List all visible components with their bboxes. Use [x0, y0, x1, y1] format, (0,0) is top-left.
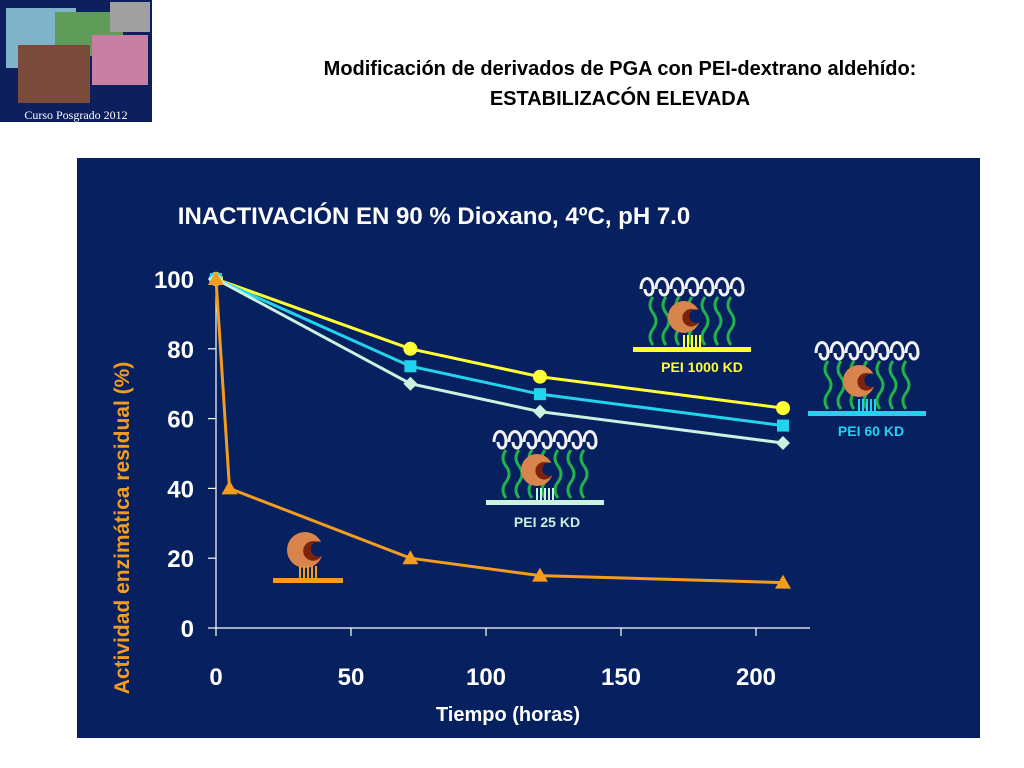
data-point	[777, 419, 789, 432]
pei-25-dextran-loop	[507, 430, 523, 450]
logo-caption: Curso Posgrado 2012	[24, 108, 128, 122]
series-layer	[208, 271, 791, 589]
data-point	[533, 369, 547, 384]
pei-60-dextran-loop	[889, 341, 905, 361]
pei-60-pei-coil	[901, 360, 911, 410]
pei-1000-dextran-loop	[714, 277, 730, 297]
series-pei-60-kd	[210, 273, 789, 432]
pei-60-dextran-loop	[829, 341, 845, 361]
pei-25-pei-coil	[501, 449, 511, 499]
pei-1000-dextran-loop	[699, 277, 715, 297]
pei-1000-pei-illustration	[633, 277, 751, 352]
x-tick-label: 50	[338, 664, 365, 691]
annotation-pei-60: PEI 60 KD	[838, 423, 904, 439]
pei-1000-dextran-loop	[669, 277, 685, 297]
pei-60-cleft	[864, 373, 878, 387]
y-tick-label: 100	[154, 267, 194, 294]
data-point	[532, 567, 548, 582]
pei-1000-dextran-loop	[684, 277, 700, 297]
x-axis-label: Tiempo (horas)	[436, 704, 580, 726]
y-tick-label: 80	[167, 337, 194, 364]
pei-25-pei-coil	[553, 449, 563, 499]
pei-25-cleft	[542, 462, 556, 476]
y-tick-label: 60	[167, 407, 194, 434]
data-point	[208, 271, 224, 285]
data-point	[403, 341, 418, 356]
pei-1000-dextran-loop	[639, 277, 655, 297]
pei-60-dextran-loop	[904, 341, 920, 361]
pei-25-dextran-loop	[522, 430, 538, 450]
pei-25-dextran-loop	[537, 430, 553, 450]
pei-60-dextran-loop	[874, 341, 890, 361]
x-tick-label: 100	[466, 664, 506, 691]
x-tick-label: 0	[209, 664, 222, 691]
pei-25-dextran-loop	[582, 430, 598, 450]
pei-25-dextran-loop	[567, 430, 583, 450]
pei-25-pei-illustration	[486, 430, 604, 505]
pei-60-pei-coil	[836, 360, 846, 410]
data-point	[533, 404, 547, 419]
pei-25-dextran-loop	[552, 430, 568, 450]
pei-60-pei-coil	[888, 360, 898, 410]
pei-1000-pei-coil	[661, 296, 671, 346]
pei-60-dextran-loop	[814, 341, 830, 361]
series-line	[215, 277, 784, 428]
slide-title-line1: Modificación de derivados de PGA con PEI…	[323, 58, 917, 80]
pei-60-pei-coil	[875, 360, 885, 410]
pei-1000-pei-coil	[700, 296, 710, 346]
native-enzyme-illustration	[273, 532, 343, 583]
pei-25-pei-coil	[579, 449, 589, 499]
data-point	[776, 436, 790, 451]
native-cleft	[310, 541, 327, 557]
pei-1000-support-bar	[633, 347, 751, 352]
pei-60-support-bar	[808, 411, 926, 416]
pei-60-pei-illustration	[808, 341, 926, 416]
pei-25-pei-coil	[514, 449, 524, 499]
pei-25-dextran-loop	[492, 430, 508, 450]
y-tick-label: 0	[181, 616, 194, 643]
data-point	[403, 376, 418, 391]
pei-60-dextran-loop	[859, 341, 875, 361]
pei-25-pei-coil	[566, 449, 576, 499]
series-native	[208, 271, 791, 589]
pei-1000-dextran-loop	[654, 277, 670, 297]
pei-1000-pei-coil	[648, 296, 658, 346]
x-tick-label: 150	[601, 664, 641, 691]
x-tick-label: 200	[736, 664, 776, 691]
data-point	[402, 550, 419, 565]
data-point	[404, 360, 417, 373]
annotation-pei-1000: PEI 1000 KD	[661, 359, 743, 375]
pei-60-dextran-loop	[844, 341, 860, 361]
slide-title: Modificación de derivados de PGA con PEI…	[240, 54, 1000, 114]
slide-title-line2: ESTABILIZACÓN ELEVADA	[489, 88, 751, 110]
data-point	[776, 401, 790, 416]
y-tick-label: 20	[167, 546, 194, 573]
pei-1000-cleft	[689, 309, 703, 323]
chart-title: INACTIVACIÓN EN 90 % Dioxano, 4ºC, pH 7.…	[178, 202, 690, 230]
pei-1000-pei-coil	[713, 296, 723, 346]
annotation-pei-25: PEI 25 KD	[514, 514, 580, 530]
pei-25-support-bar	[486, 500, 604, 505]
y-tick-label: 40	[167, 476, 194, 503]
data-point	[221, 480, 238, 495]
data-point	[775, 574, 791, 589]
illustrations	[273, 277, 926, 583]
pei-1000-pei-coil	[726, 296, 736, 346]
course-logo: Curso Posgrado 2012	[0, 0, 152, 122]
y-axis-label: Actividad enzimática residual (%)	[111, 362, 134, 695]
series-line	[215, 277, 784, 410]
series-pei-1000-kd	[209, 272, 790, 416]
data-point	[534, 388, 546, 401]
pei-60-pei-coil	[823, 360, 833, 410]
axes: 0 20 40 60 80 100 0 50 100 150 200	[154, 267, 810, 691]
series-line	[215, 277, 784, 445]
pei-1000-dextran-loop	[729, 277, 745, 297]
native-support-bar	[273, 578, 343, 583]
